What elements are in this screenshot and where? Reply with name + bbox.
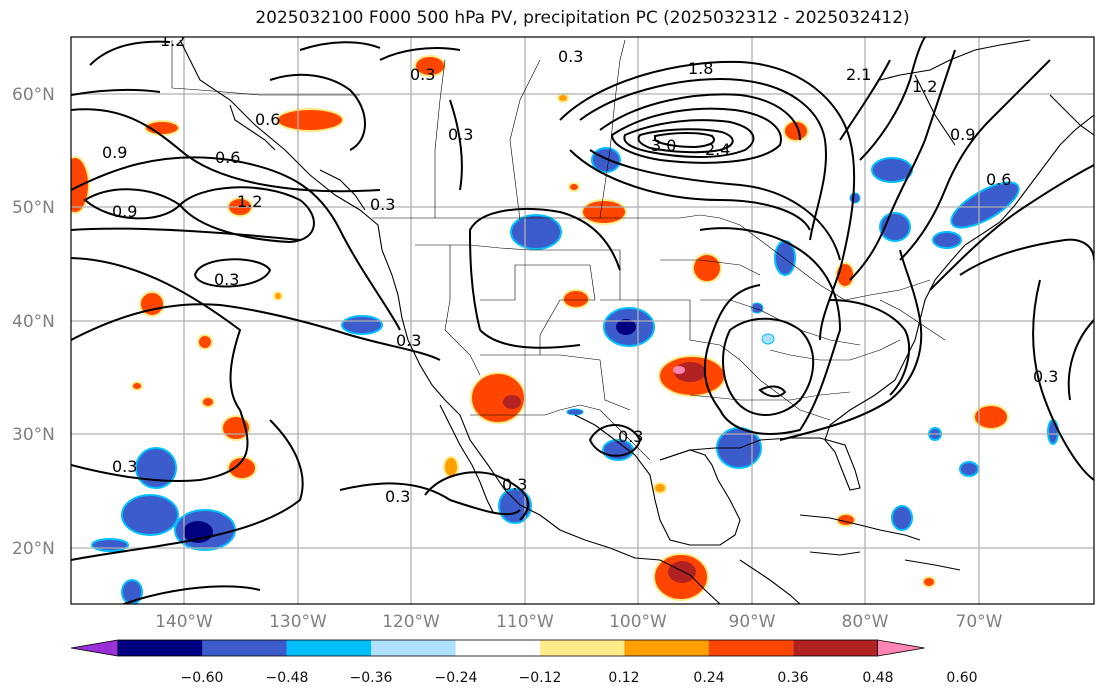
contour-label: 1.8 xyxy=(688,59,713,78)
colorbar-tick-label: 0.48 xyxy=(862,670,893,686)
colorbar-extend-high xyxy=(877,639,925,657)
colorbar-tick-label: 0.36 xyxy=(777,670,808,686)
latitude-labels: 60°N 50°N 40°N 30°N 20°N xyxy=(12,85,55,559)
contour-label: 0.3 xyxy=(1033,367,1058,386)
contour-label: 1.2 xyxy=(160,31,185,50)
lon-label: 80°W xyxy=(842,612,889,632)
colorbar-segment xyxy=(202,640,287,656)
contour-label: 3.0 xyxy=(651,136,676,155)
colorbar-tick-label: −0.24 xyxy=(435,670,478,686)
contour-label: 0.6 xyxy=(986,170,1011,189)
contour-label: 0.3 xyxy=(385,487,410,506)
contour-label: 0.6 xyxy=(255,110,280,129)
colorbar-tick-label: −0.48 xyxy=(266,670,309,686)
lon-label: 140°W xyxy=(155,612,213,632)
contour-label: 0.3 xyxy=(410,65,435,84)
colorbar-segment xyxy=(624,640,709,656)
colorbar-segments xyxy=(70,639,925,657)
map-plot-area: 1.2 0.9 0.6 0.9 1.2 0.3 0.3 0.3 0.3 0.3 … xyxy=(71,31,1094,604)
colorbar-segment xyxy=(455,640,540,656)
contour-label: 0.3 xyxy=(618,427,643,446)
contour-label: 0.9 xyxy=(950,125,975,144)
contour-label: 0.9 xyxy=(102,143,127,162)
contour-label: 2.4 xyxy=(705,140,730,159)
contour-label: 1.2 xyxy=(237,192,262,211)
longitude-labels: 140°W 130°W 120°W 110°W 100°W 90°W 80°W … xyxy=(155,612,1003,632)
lon-label: 90°W xyxy=(729,612,776,632)
colorbar-tick-label: 0.12 xyxy=(608,670,639,686)
colorbar-tick-label: 0.24 xyxy=(693,670,724,686)
contour-label: 0.9 xyxy=(112,202,137,221)
lat-lon-grid xyxy=(71,37,1094,604)
contour-label: 0.3 xyxy=(214,270,239,289)
political-borders xyxy=(171,39,946,461)
lat-label: 50°N xyxy=(12,198,55,218)
lat-label: 40°N xyxy=(12,312,55,332)
colorbar-tick-label: 0.60 xyxy=(946,670,977,686)
contour-label: 0.3 xyxy=(112,457,137,476)
contour-label: 0.3 xyxy=(448,125,473,144)
colorbar-tick-labels: −0.60 −0.48 −0.36 −0.24 −0.12 0.12 0.24 … xyxy=(181,670,978,686)
colorbar-tick-label: −0.12 xyxy=(519,670,562,686)
contour-label: 0.6 xyxy=(215,148,240,167)
map-title: 2025032100 F000 500 hPa PV, precipitatio… xyxy=(255,8,910,28)
contour-label: 2.1 xyxy=(846,65,871,84)
plot-frame xyxy=(70,36,1095,605)
colorbar-segment xyxy=(286,640,372,656)
lon-label: 70°W xyxy=(956,612,1003,632)
colorbar-segment xyxy=(118,640,203,656)
colorbar-frame xyxy=(117,639,878,657)
colorbar-segment xyxy=(793,640,878,656)
colorbar-extend-low xyxy=(70,639,119,657)
colorbar: −0.60 −0.48 −0.36 −0.24 −0.12 0.12 0.24 … xyxy=(70,639,978,686)
colorbar-segment xyxy=(371,640,456,656)
contour-labels: 1.2 0.9 0.6 0.9 1.2 0.3 0.3 0.3 0.3 0.3 … xyxy=(102,31,1058,506)
lon-label: 110°W xyxy=(496,612,554,632)
colorbar-tick-label: −0.36 xyxy=(350,670,393,686)
lon-label: 130°W xyxy=(269,612,327,632)
lat-label: 30°N xyxy=(12,425,55,445)
contour-label: 1.2 xyxy=(912,77,937,96)
lon-label: 120°W xyxy=(382,612,440,632)
lat-label: 20°N xyxy=(12,539,55,559)
coastlines xyxy=(179,39,1094,604)
contour-label: 0.3 xyxy=(558,47,583,66)
lon-label: 100°W xyxy=(609,612,667,632)
colorbar-segment xyxy=(708,640,794,656)
colorbar-segment xyxy=(540,640,625,656)
contour-label: 0.3 xyxy=(396,331,421,350)
contour-label: 0.3 xyxy=(370,195,395,214)
contour-label: 0.3 xyxy=(502,475,527,494)
lat-label: 60°N xyxy=(12,85,55,105)
colorbar-tick-label: −0.60 xyxy=(181,670,224,686)
pv-contours xyxy=(71,37,1094,604)
